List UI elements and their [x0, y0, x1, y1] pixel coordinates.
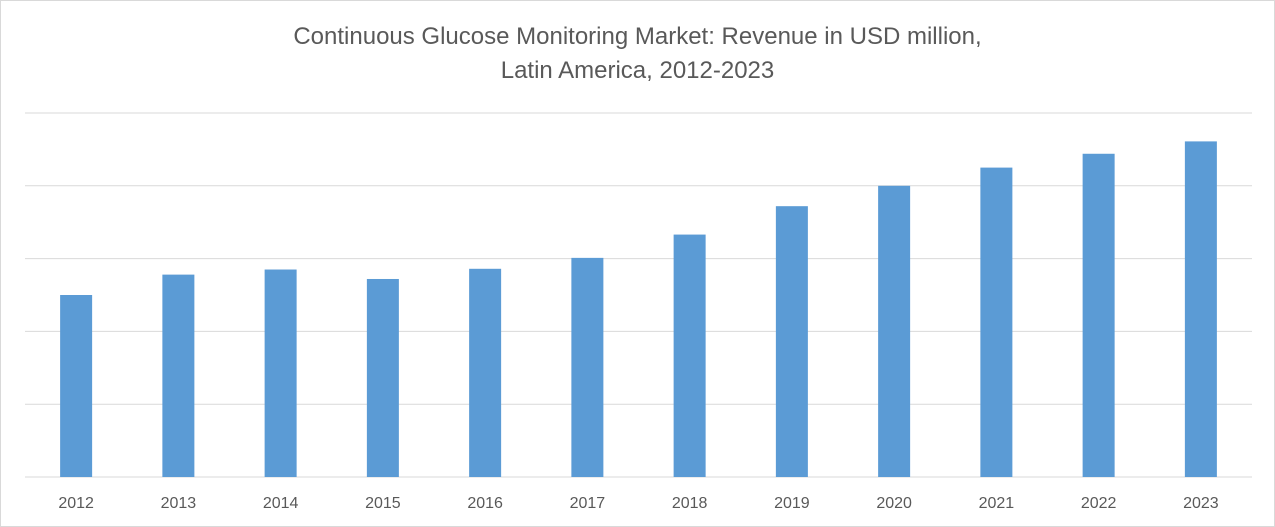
bar-2021 — [980, 167, 1013, 477]
x-tick-label: 2013 — [161, 495, 197, 512]
bar-2017 — [571, 257, 604, 477]
bar-2014 — [264, 269, 297, 477]
bar-2015 — [366, 278, 399, 477]
chart-title: Continuous Glucose Monitoring Market: Re… — [0, 20, 1275, 88]
chart-title-line-1: Continuous Glucose Monitoring Market: Re… — [293, 23, 982, 50]
bar-2012 — [60, 295, 93, 477]
chart-title-line-2: Latin America, 2012-2023 — [500, 57, 775, 84]
bar-2016 — [469, 268, 502, 477]
x-tick-label: 2022 — [1081, 495, 1117, 512]
x-tick-label: 2017 — [570, 495, 606, 512]
bar-2023 — [1184, 141, 1217, 477]
x-tick-label: 2021 — [979, 495, 1015, 512]
x-tick-label: 2020 — [876, 495, 912, 512]
gridlines — [25, 112, 1252, 478]
x-tick-label: 2014 — [263, 495, 299, 512]
x-tick-label: 2016 — [467, 495, 503, 512]
x-tick-label: 2018 — [672, 495, 708, 512]
bar-2022 — [1082, 153, 1115, 477]
x-axis-tick-labels: 2012 2013 2014 2015 2016 2017 2018 2019 2020 2021… — [58, 495, 1218, 512]
bar-2020 — [878, 185, 911, 478]
bar-2019 — [775, 206, 808, 477]
bars — [60, 141, 1217, 478]
bar-2013 — [162, 274, 195, 477]
bar-2018 — [673, 234, 706, 477]
x-tick-label: 2015 — [365, 495, 401, 512]
x-tick-label: 2012 — [58, 495, 94, 512]
x-tick-label: 2023 — [1183, 495, 1219, 512]
x-tick-label: 2019 — [774, 495, 810, 512]
